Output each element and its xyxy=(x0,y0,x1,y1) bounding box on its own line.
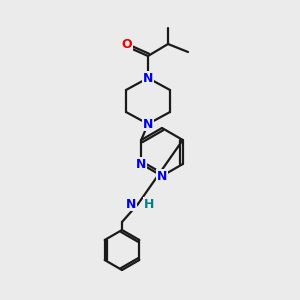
Text: N: N xyxy=(126,197,136,211)
Text: N: N xyxy=(143,71,153,85)
Text: H: H xyxy=(144,197,154,211)
Text: N: N xyxy=(157,169,167,182)
Text: N: N xyxy=(143,118,153,130)
Text: O: O xyxy=(122,38,132,52)
Text: N: N xyxy=(136,158,146,170)
